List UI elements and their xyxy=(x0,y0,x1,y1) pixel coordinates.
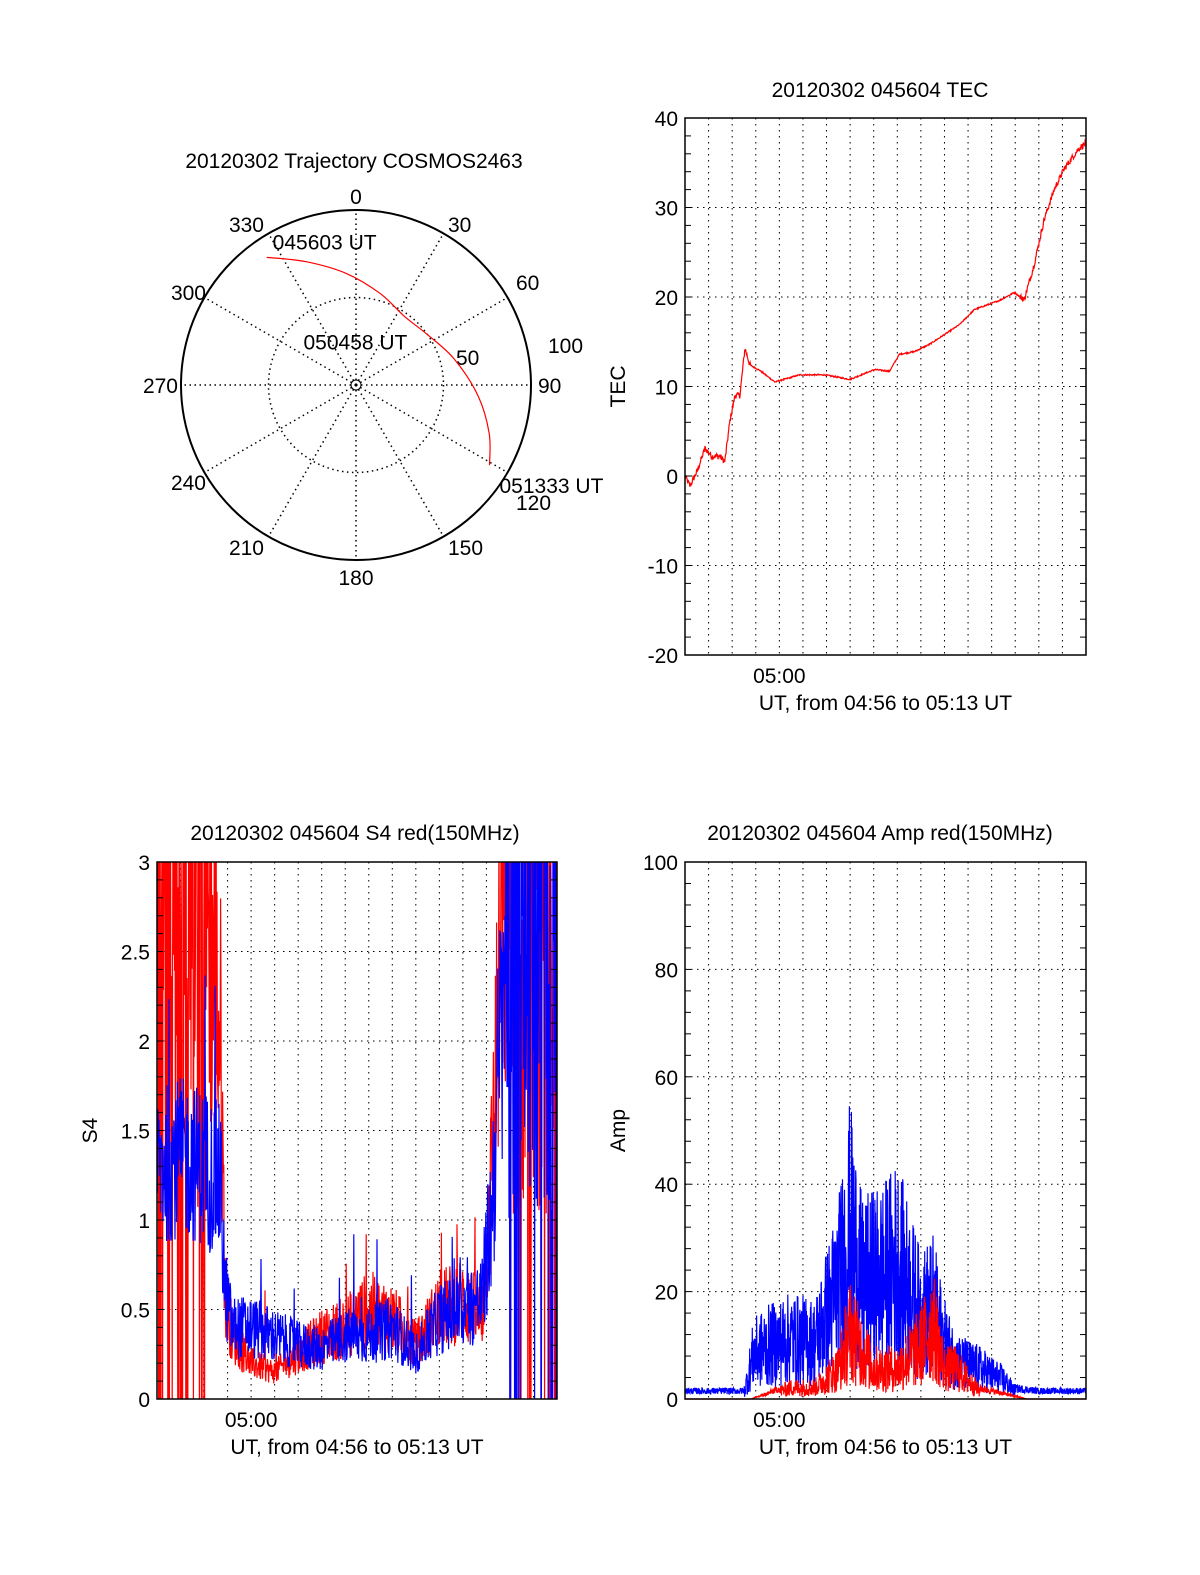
y-tick-label: 3 xyxy=(138,852,150,875)
amp-series-blue xyxy=(684,1106,1087,1397)
trajectory-annotations: 045603 UT 050458 UT 051333 UT xyxy=(273,231,604,498)
trajectory-line xyxy=(266,256,491,466)
y-tick-label: 0 xyxy=(666,1389,678,1412)
polar-center-ring xyxy=(350,379,362,391)
y-tick-label: 10 xyxy=(655,377,678,400)
y-tick-label: 60 xyxy=(655,1067,678,1090)
tec-title: 20120302 045604 TEC xyxy=(772,79,989,102)
y-tick-label: 1.5 xyxy=(121,1121,150,1144)
s4-xlabel: UT, from 04:56 to 05:13 UT xyxy=(230,1436,483,1459)
y-tick-label: 1 xyxy=(138,1210,150,1233)
polar-spoke xyxy=(355,233,445,386)
azimuth-label-120: 120 xyxy=(516,492,551,515)
y-tick-label: -10 xyxy=(648,556,678,579)
polar-spoke xyxy=(355,296,508,386)
y-tick-label: 0 xyxy=(666,466,678,489)
polar-outer-ring xyxy=(180,209,532,561)
amp-ylabel: Amp xyxy=(607,1109,630,1152)
trajectory-annotation: 050458 UT xyxy=(303,332,407,355)
azimuth-label-0: 0 xyxy=(350,186,362,209)
azimuth-label-90: 90 xyxy=(538,375,561,398)
azimuth-label-330: 330 xyxy=(229,214,264,237)
polar-spoke xyxy=(204,296,357,386)
tec-xlabel: UT, from 04:56 to 05:13 UT xyxy=(759,692,1012,715)
y-tick-label: -20 xyxy=(648,645,678,668)
amp-plot: 20120302 045604 Amp red(150MHz) Amp UT, … xyxy=(607,822,1087,1459)
s4-series-group xyxy=(157,862,557,1399)
y-tick-label: 0.5 xyxy=(121,1300,150,1323)
polar-spoke xyxy=(267,384,357,537)
tec-plot: 20120302 045604 TEC TEC UT, from 04:56 t… xyxy=(607,79,1087,715)
y-tick-label: 80 xyxy=(655,959,678,982)
s4-xtick-0500: 05:00 xyxy=(225,1409,278,1432)
polar-spoke xyxy=(355,384,445,537)
polar-trajectory-plot: 20120302 Trajectory COSMOS2463 0 30 60 90 12… xyxy=(143,150,604,590)
polar-grid xyxy=(180,209,532,561)
y-tick-label: 40 xyxy=(655,1174,678,1197)
y-tick-label: 20 xyxy=(655,1282,678,1305)
grid-lines xyxy=(685,862,1086,1399)
y-tick-label: 100 xyxy=(643,852,678,875)
y-tick-label: 0 xyxy=(138,1389,150,1412)
y-tick-label: 30 xyxy=(655,198,678,221)
polar-azimuth-labels: 0 30 60 90 120 150 180 210 240 270 300 330 xyxy=(143,186,561,590)
amp-xtick-0500: 05:00 xyxy=(753,1409,806,1432)
y-tick-label: 20 xyxy=(655,287,678,310)
azimuth-label-240: 240 xyxy=(171,472,206,495)
azimuth-label-150: 150 xyxy=(448,537,483,560)
azimuth-label-180: 180 xyxy=(338,567,373,590)
amp-xlabel: UT, from 04:56 to 05:13 UT xyxy=(759,1436,1012,1459)
s4-ylabel: S4 xyxy=(79,1117,102,1143)
tec-ylabel: TEC xyxy=(607,366,630,408)
s4-series-red xyxy=(157,862,557,1399)
s4-title: 20120302 045604 S4 red(150MHz) xyxy=(190,822,519,845)
azimuth-label-300: 300 xyxy=(171,282,206,305)
azimuth-label-60: 60 xyxy=(516,272,539,295)
s4-series-blue xyxy=(157,862,557,1399)
polar-spoke xyxy=(204,384,357,474)
radial-label-50: 50 xyxy=(456,347,479,370)
trajectory-annotation: 045603 UT xyxy=(273,231,377,254)
tec-series-line xyxy=(684,138,1087,487)
s4-plot: 20120302 045604 S4 red(150MHz) S4 UT, fr… xyxy=(79,822,558,1459)
y-tick-label: 40 xyxy=(655,108,678,131)
azimuth-label-30: 30 xyxy=(448,214,471,237)
trajectory-annotation: 051333 UT xyxy=(500,475,604,498)
radial-label-100: 100 xyxy=(548,335,583,358)
azimuth-label-210: 210 xyxy=(229,537,264,560)
grid-lines xyxy=(685,118,1086,655)
y-tick-label: 2.5 xyxy=(121,942,150,965)
y-tick-label: 2 xyxy=(138,1031,150,1054)
amp-title: 20120302 045604 Amp red(150MHz) xyxy=(707,822,1053,845)
polar-spoke xyxy=(355,384,508,474)
polar-ring-50 xyxy=(267,296,445,474)
polar-title: 20120302 Trajectory COSMOS2463 xyxy=(185,150,522,173)
plot-frame xyxy=(684,861,1087,1400)
tec-xtick-0500: 05:00 xyxy=(753,665,806,688)
azimuth-label-270: 270 xyxy=(143,375,178,398)
